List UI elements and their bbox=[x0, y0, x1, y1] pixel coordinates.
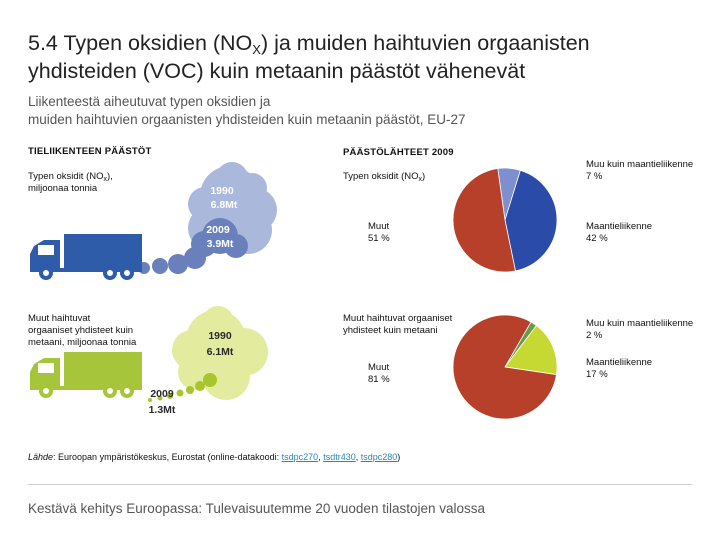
nox-slice-maantieliikenne bbox=[504, 169, 558, 272]
nox-2009-value: 3.9Mt bbox=[207, 238, 234, 250]
voc-cloud-1990 bbox=[172, 306, 268, 400]
voc-cloud-puff bbox=[203, 373, 217, 387]
voc-cloud-puff bbox=[176, 389, 184, 397]
footer-text: Kestävä kehitys Euroopassa: Tulevaisuute… bbox=[28, 501, 486, 516]
source-label: Lähde bbox=[28, 452, 54, 462]
source-link-tsdpc270[interactable]: tsdpc270 bbox=[281, 452, 319, 462]
voc-1990-value: 6.1Mt bbox=[207, 346, 234, 358]
nox-label-muut: Muut 51 % bbox=[368, 221, 390, 244]
nox-label-maantie: Maantieliikenne 42 % bbox=[586, 221, 653, 244]
voc-cloud-puff bbox=[186, 386, 194, 394]
page-subtitle: Liikenteestä aiheutuvat typen oksidien j… bbox=[28, 94, 466, 127]
page-title: 5.4 Typen oksidien (NOX) ja muiden haiht… bbox=[28, 31, 590, 83]
voc-cloud-2009 bbox=[148, 373, 217, 402]
voc-label-muu-kuin-maantie: Muu kuin maantieliikenne 2 % bbox=[586, 318, 694, 341]
footer-divider bbox=[28, 484, 692, 485]
source-link-tsdpc280[interactable]: tsdpc280 bbox=[360, 452, 398, 462]
nox-label-muu-kuin-maantie: Muu kuin maantieliikenne 7 % bbox=[586, 159, 694, 182]
nox-pie-title: Typen oksidit (NOx) bbox=[343, 171, 426, 183]
voc-cloud-puff bbox=[195, 381, 205, 391]
nox-1990-value: 6.8Mt bbox=[211, 199, 238, 211]
truck-icon bbox=[30, 352, 142, 398]
nox-slice-muut bbox=[452, 168, 516, 273]
nox-cloud-puff bbox=[237, 173, 267, 203]
voc-road-label: Muut haihtuvat orgaaniset yhdisteet kuin… bbox=[28, 313, 137, 348]
voc-slice-muut bbox=[452, 314, 557, 420]
nox-2009-year: 2009 bbox=[206, 224, 230, 236]
voc-1990-year: 1990 bbox=[208, 330, 232, 342]
voc-cloud-puff bbox=[202, 306, 234, 338]
voc-label-maantie: Maantieliikenne 17 % bbox=[586, 357, 653, 380]
nox-cloud-puff bbox=[224, 234, 248, 258]
source-note: Lähde: Euroopan ympäristökeskus, Eurosta… bbox=[28, 452, 401, 462]
voc-slice-maantieliikenne bbox=[504, 325, 558, 376]
voc-cloud-puff bbox=[167, 393, 173, 399]
voc-cloud-puff bbox=[157, 395, 163, 401]
nox-road-label: Typen oksidit (NOx), miljoonaa tonnia bbox=[28, 171, 113, 194]
voc-2009-value: 1.3Mt bbox=[149, 404, 176, 416]
voc-cloud-puff bbox=[148, 398, 152, 402]
voc-label-muut: Muut 81 % bbox=[368, 362, 390, 385]
nox-cloud-puff bbox=[184, 247, 206, 269]
source-link-tsdtr430[interactable]: tsdtr430 bbox=[323, 452, 356, 462]
nox-1990-year: 1990 bbox=[210, 185, 234, 197]
voc-2009-year: 2009 bbox=[150, 388, 174, 400]
truck-icon bbox=[30, 234, 142, 280]
right-section-heading: PÄÄSTÖLÄHTEET 2009 bbox=[343, 147, 454, 158]
nox-cloud-puff bbox=[152, 258, 168, 274]
left-section-heading: TIELIIKENTEEN PÄÄSTÖT bbox=[28, 146, 152, 157]
voc-pie-title: Muut haihtuvat orgaaniset yhdisteet kuin… bbox=[343, 313, 453, 336]
nox-cloud-puff bbox=[168, 254, 188, 274]
voc-cloud-puff bbox=[202, 352, 250, 400]
